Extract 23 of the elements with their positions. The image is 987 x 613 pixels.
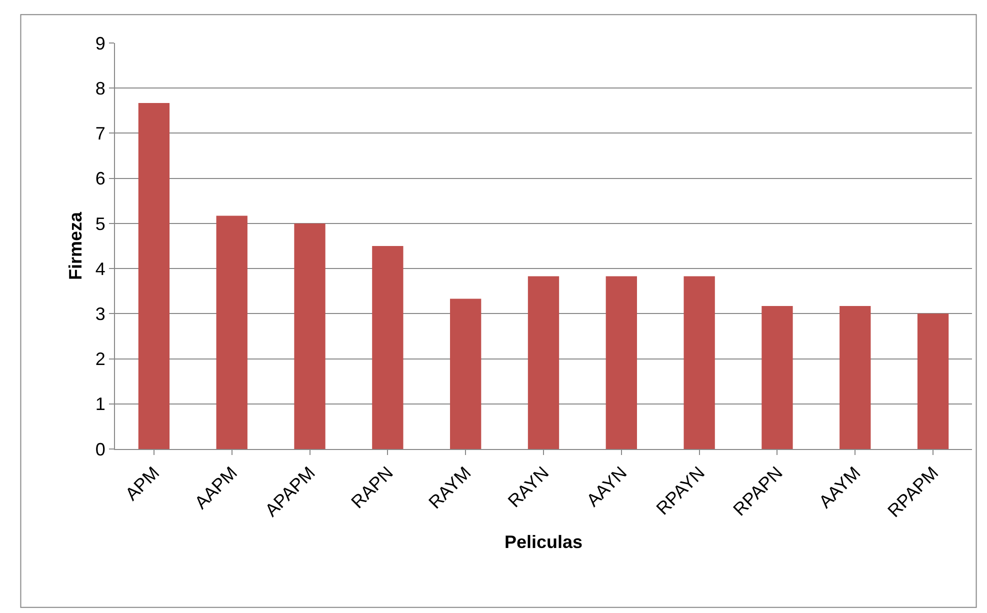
bar (606, 276, 637, 449)
bar (762, 306, 793, 449)
bar (294, 223, 326, 449)
bar (372, 246, 404, 449)
y-tick-label: 1 (95, 394, 106, 414)
bar (528, 276, 560, 449)
y-tick-label: 8 (95, 78, 106, 98)
y-tick-label: 5 (95, 214, 106, 234)
y-tick-label: 6 (95, 168, 106, 189)
bar (917, 314, 949, 449)
y-tick-label: 0 (95, 439, 106, 460)
x-axis-title: Peliculas (504, 532, 583, 552)
y-tick-label: 9 (95, 33, 106, 54)
y-tick-label: 2 (95, 349, 106, 370)
y-tick-label: 3 (95, 304, 106, 324)
bar (450, 298, 482, 449)
y-tick-label: 7 (95, 124, 106, 144)
y-axis-title: Firmeza (66, 211, 86, 280)
bar (138, 103, 170, 449)
bar (840, 306, 871, 449)
bar (684, 276, 715, 449)
bar (216, 216, 248, 449)
y-tick-label: 4 (95, 258, 106, 279)
